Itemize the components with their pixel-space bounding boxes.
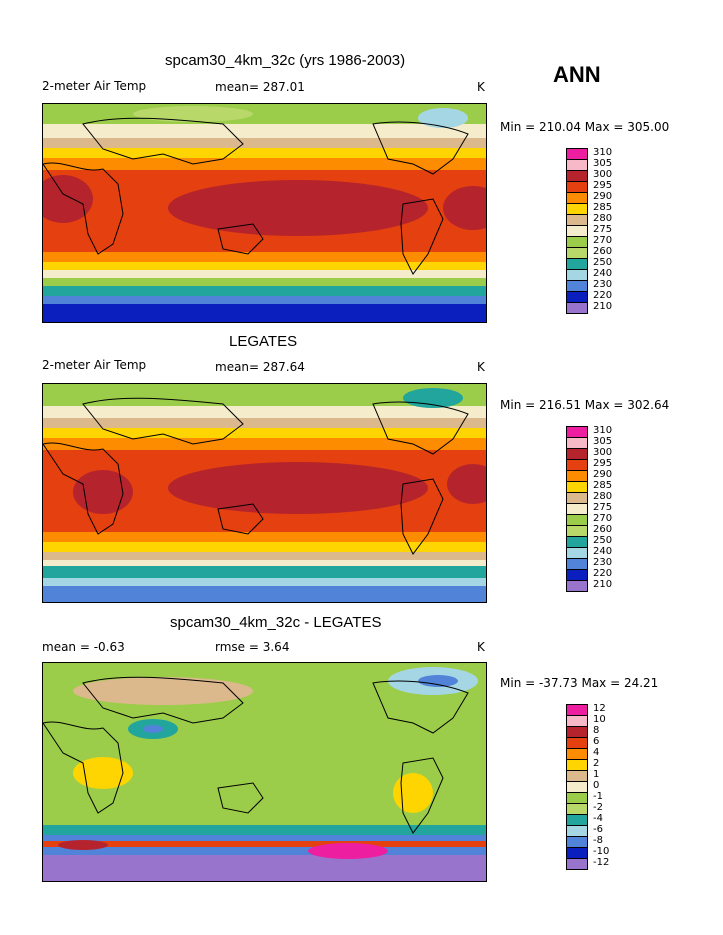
panel-3-colorbar: 12 10 8 6 4 2 1 0 -1 -2 -4 -6 -8 -10 -12 <box>566 703 626 870</box>
panel-3-map-graphic <box>43 663 486 881</box>
panel-1-colorbar-level-label: 300 <box>593 169 613 180</box>
panel-2-colorbar-level-label: 230 <box>593 557 613 568</box>
panel-2-colorbar-level-label: 295 <box>593 458 613 469</box>
panel-2-colorbar-level-label: 310 <box>593 425 613 436</box>
panel-2-colorbar-level-label: 300 <box>593 447 613 458</box>
panel-3-colorbar-level-label: -10 <box>593 846 610 857</box>
panel-2-map-graphic <box>43 384 486 602</box>
panel-3-unit-label: K <box>477 640 485 654</box>
panel-2-minmax-label: Min = 216.51 Max = 302.64 <box>500 398 670 412</box>
panel-2-colorbar-level-label: 290 <box>593 469 613 480</box>
panel-2-colorbar-level-label: 240 <box>593 546 613 557</box>
panel-1-colorbar-level-label: 270 <box>593 235 613 246</box>
panel-1-colorbar-level-label: 275 <box>593 224 613 235</box>
panel-2-colorbar-swatch <box>566 580 588 592</box>
panel-3-colorbar-level-label: -2 <box>593 802 603 813</box>
panel-3-colorbar-level-label: 2 <box>593 758 600 769</box>
panel-3-colorbar-level-label: -1 <box>593 791 603 802</box>
panel-1-colorbar-level-label: 230 <box>593 279 613 290</box>
panel-3-colorbar-level-label: 12 <box>593 703 606 714</box>
panel-1-unit-label: K <box>477 80 485 94</box>
panel-1-colorbar-level-label: 260 <box>593 246 613 257</box>
panel-3-mean-label: mean = -0.63 <box>42 640 125 654</box>
panel-1-colorbar-level-label: 305 <box>593 158 613 169</box>
panel-2-colorbar-level-label: 210 <box>593 579 613 590</box>
panel-2-colorbar-level-label: 305 <box>593 436 613 447</box>
panel-2-colorbar-level-label: 220 <box>593 568 613 579</box>
panel-1-variable-label: 2-meter Air Temp <box>42 79 147 93</box>
panel-1-colorbar-level-label: 240 <box>593 268 613 279</box>
panel-3-colorbar-level-label: -6 <box>593 824 603 835</box>
panel-1-minmax-label: Min = 210.04 Max = 305.00 <box>500 120 670 134</box>
panel-1-colorbar-level-label: 250 <box>593 257 613 268</box>
panel-1-map <box>42 103 487 323</box>
panel-2-map <box>42 383 487 603</box>
panel-3-colorbar-level-label: -12 <box>593 857 610 868</box>
panel-3-colorbar-level-label: 0 <box>593 780 600 791</box>
panel-1-colorbar-level-label: 290 <box>593 191 613 202</box>
panel-1-title: spcam30_4km_32c (yrs 1986-2003) <box>165 52 406 69</box>
panel-3-colorbar-swatch <box>566 858 588 870</box>
panel-1-colorbar-level-label: 295 <box>593 180 613 191</box>
panel-3-colorbar-level-label: 10 <box>593 714 606 725</box>
panel-3-minmax-label: Min = -37.73 Max = 24.21 <box>500 676 659 690</box>
panel-1-map-graphic <box>43 104 486 322</box>
panel-1-colorbar-level-label: 210 <box>593 301 613 312</box>
panel-2-variable-label: 2-meter Air Temp <box>42 358 147 372</box>
panel-3-colorbar-level-label: 6 <box>593 736 600 747</box>
panel-1-colorbar-level-label: 310 <box>593 147 613 158</box>
panel-2-colorbar-level-label: 270 <box>593 513 613 524</box>
panel-3-title: spcam30_4km_32c - LEGATES <box>170 614 382 631</box>
panel-2-title: LEGATES <box>229 333 298 350</box>
panel-1-mean-label: mean= 287.01 <box>215 80 305 94</box>
panel-3-colorbar-level-label: -8 <box>593 835 603 846</box>
panel-1-colorbar-swatch <box>566 302 588 314</box>
panel-3-colorbar-level-label: 4 <box>593 747 600 758</box>
panel-2-colorbar-level-label: 260 <box>593 524 613 535</box>
panel-1-colorbar-level-label: 285 <box>593 202 613 213</box>
panel-2-colorbar-level-label: 275 <box>593 502 613 513</box>
panel-3-rmse-label: rmse = 3.64 <box>215 640 290 654</box>
panel-1-colorbar-level-label: 220 <box>593 290 613 301</box>
panel-2-colorbar-level-label: 285 <box>593 480 613 491</box>
panel-1-colorbar: 310 305 300 295 290 285 280 275 270 260 250 240 230 2… <box>566 147 626 314</box>
season-label: ANN <box>553 62 601 87</box>
panel-3-colorbar-level-label: -4 <box>593 813 603 824</box>
panel-2-colorbar: 310 305 300 295 290 285 280 275 270 260 250 240 230 2… <box>566 425 626 592</box>
panel-3-colorbar-level-label: 1 <box>593 769 600 780</box>
panel-2-colorbar-level-label: 250 <box>593 535 613 546</box>
panel-2-mean-label: mean= 287.64 <box>215 360 305 374</box>
panel-2-colorbar-level-label: 280 <box>593 491 613 502</box>
panel-1-colorbar-level-label: 280 <box>593 213 613 224</box>
panel-3-map <box>42 662 487 882</box>
panel-2-unit-label: K <box>477 360 485 374</box>
panel-3-colorbar-level-label: 8 <box>593 725 600 736</box>
